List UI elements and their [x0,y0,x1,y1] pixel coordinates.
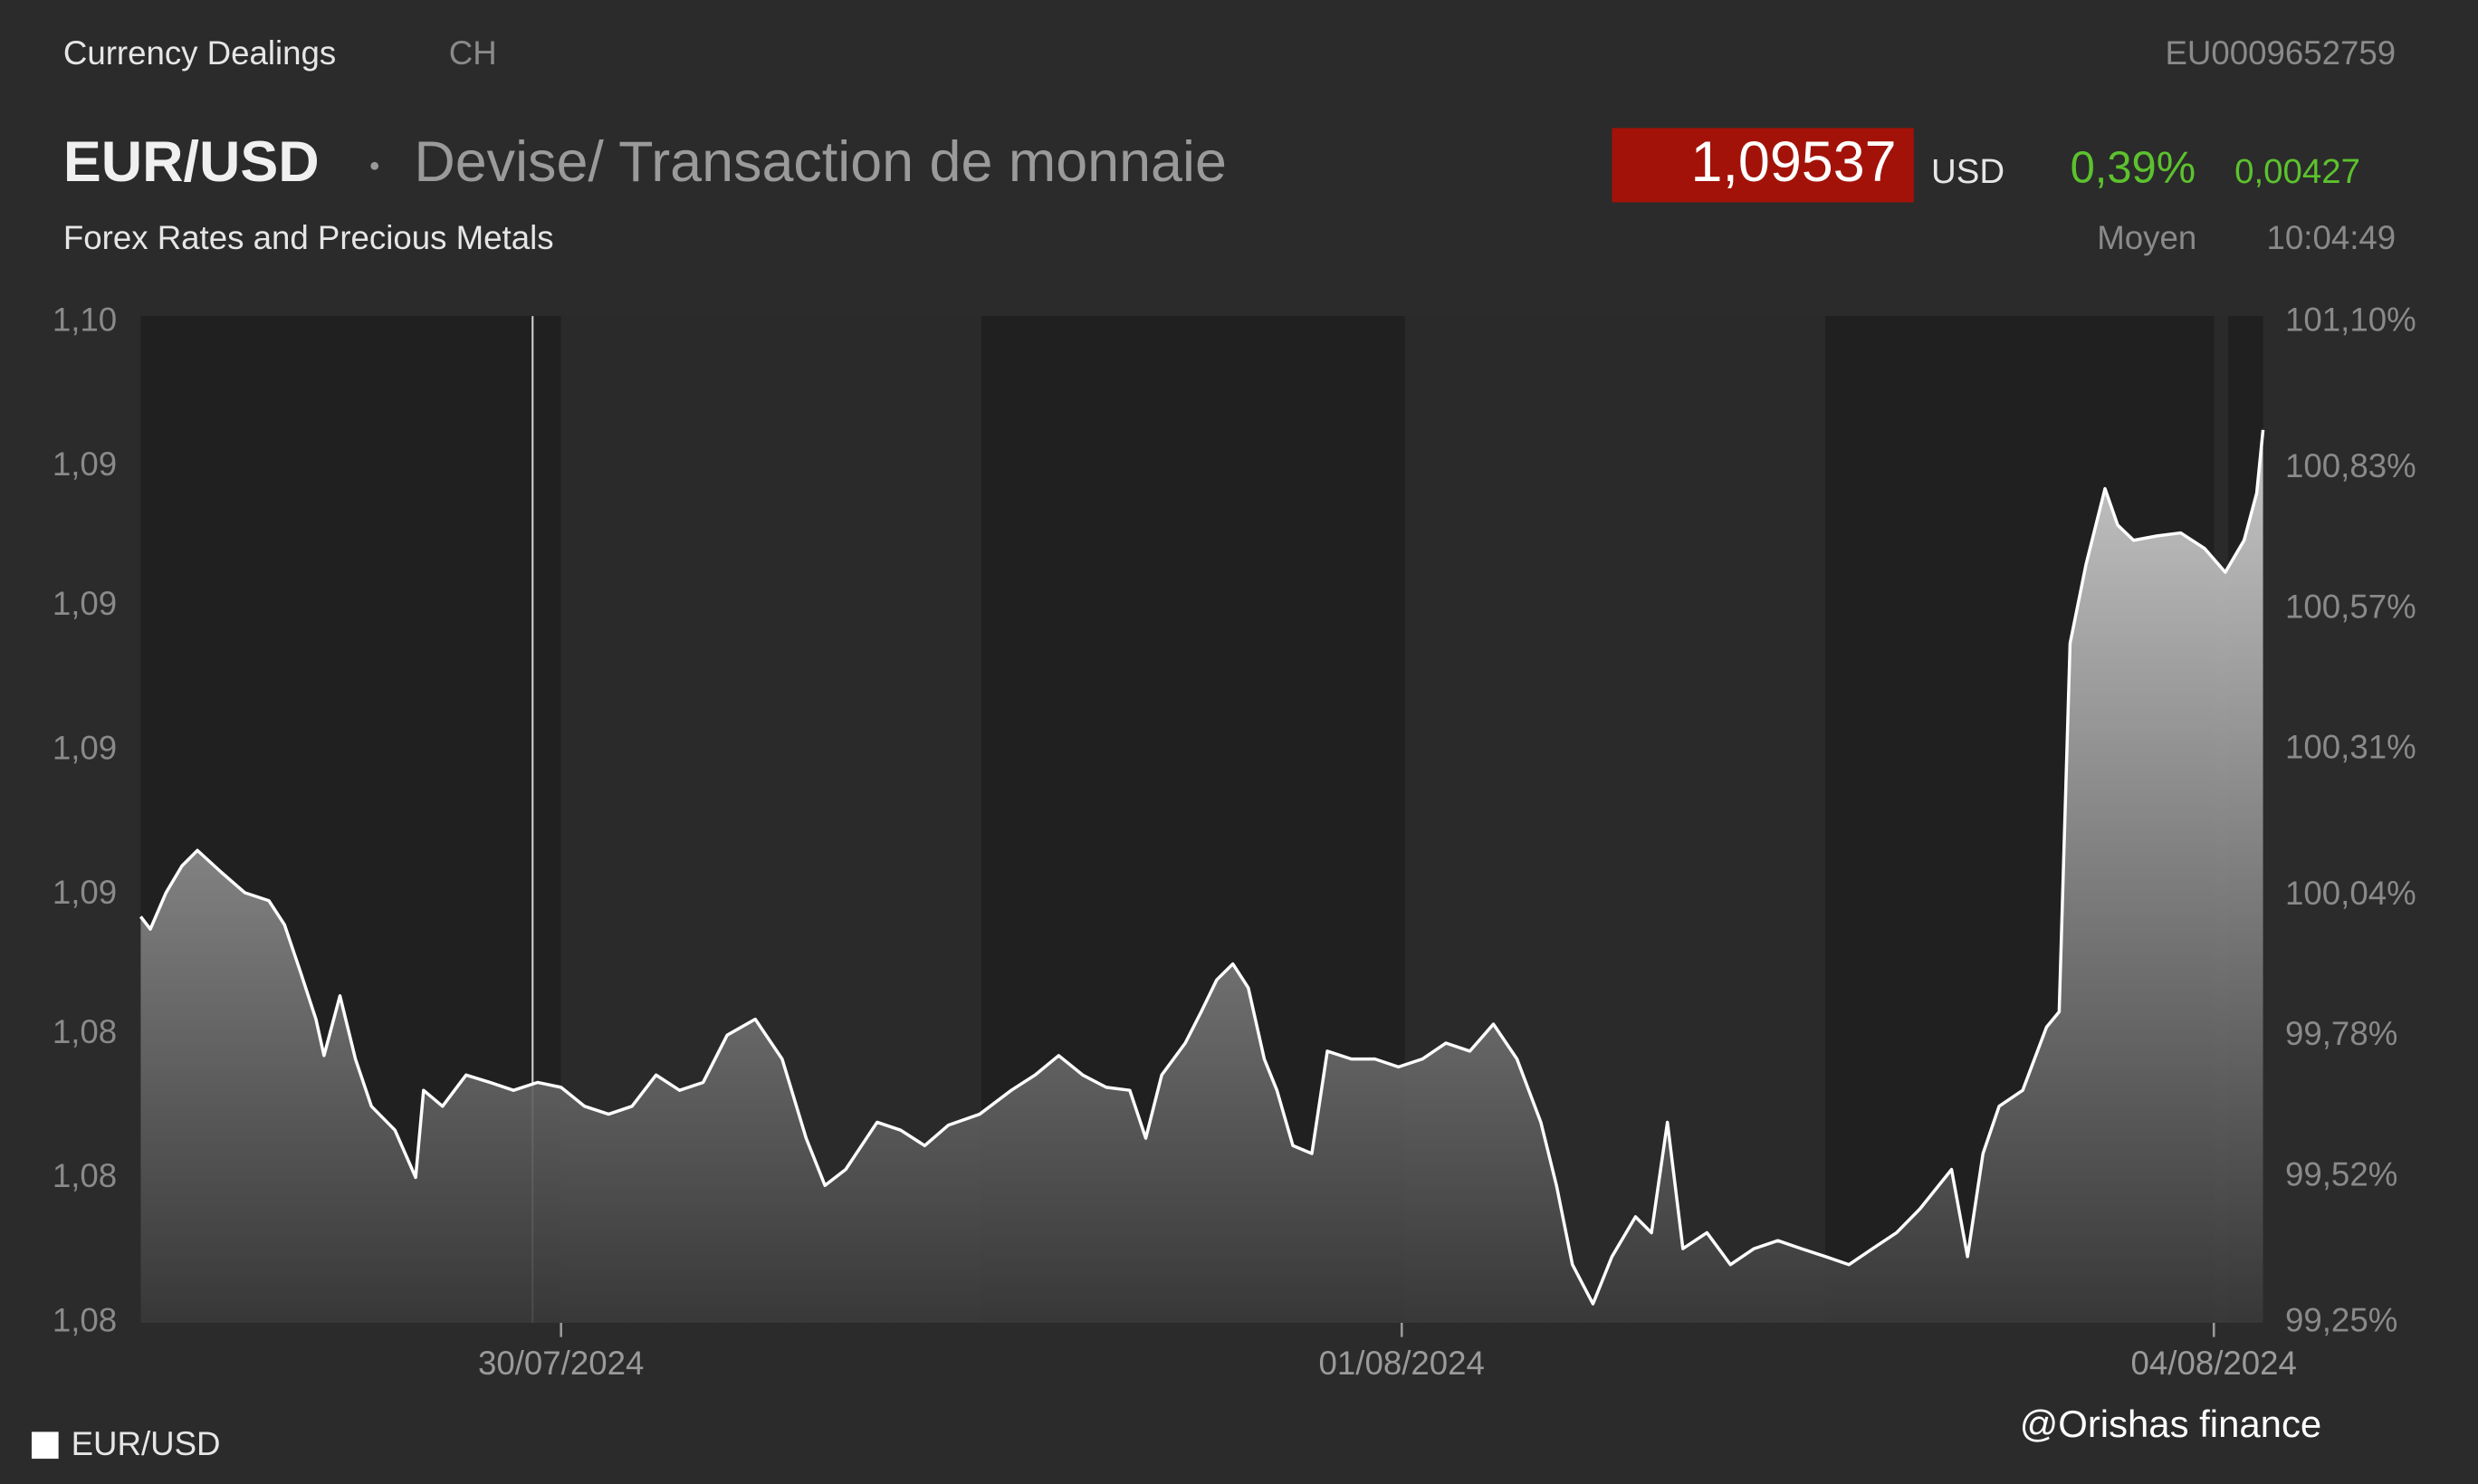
y-tick-label: 1,10 [53,302,117,339]
y-tick-label: 1,09 [53,874,117,911]
exchange: Forex Rates and Precious Metals [63,219,554,256]
price-box [1612,128,1914,203]
price-line [139,429,2265,1306]
change-pct: 0,39% [2071,143,2196,192]
price: 1,09537 [1691,130,1897,194]
legend-swatch [31,1431,59,1460]
y-tick-label: 1,08 [53,1157,117,1194]
y-tick-label: 1,08 [53,1302,117,1339]
title: EUR/USD [63,130,320,194]
separator [370,161,379,170]
x-tick-label: 04/08/2024 [2131,1345,2297,1382]
currency: USD [1931,152,2004,191]
y2-tick-label: 101,10% [2285,302,2416,339]
legend-label: EUR/USD [72,1425,221,1462]
y2-tick-label: 100,31% [2285,729,2416,766]
y-tick-label: 1,09 [53,730,117,767]
y-tick-label: 1,08 [53,1013,117,1050]
isin: EU0009652759 [2165,34,2396,72]
area-fill [140,429,2263,1323]
y-tick-label: 1,09 [53,445,117,483]
y2-tick-label: 99,52% [2285,1155,2397,1192]
y2-tick-label: 100,04% [2285,875,2416,912]
watermark: @Orishas finance [2020,1403,2321,1445]
x-tick-label: 30/07/2024 [478,1345,644,1382]
time: 10:04:49 [2267,219,2397,256]
price-type: Moyen [2097,219,2196,256]
x-tick-label: 01/08/2024 [1319,1345,1485,1382]
y2-tick-label: 99,25% [2285,1302,2397,1339]
y-tick-label: 1,09 [53,585,117,622]
change-abs: 0,00427 [2234,152,2360,191]
subtitle: Devise/ Transaction de monnaie [414,130,1227,194]
country: CH [449,34,497,72]
source: Currency Dealings [63,34,336,72]
y2-tick-label: 100,83% [2285,447,2416,484]
y2-tick-label: 100,57% [2285,588,2416,625]
y2-tick-label: 99,78% [2285,1015,2397,1052]
